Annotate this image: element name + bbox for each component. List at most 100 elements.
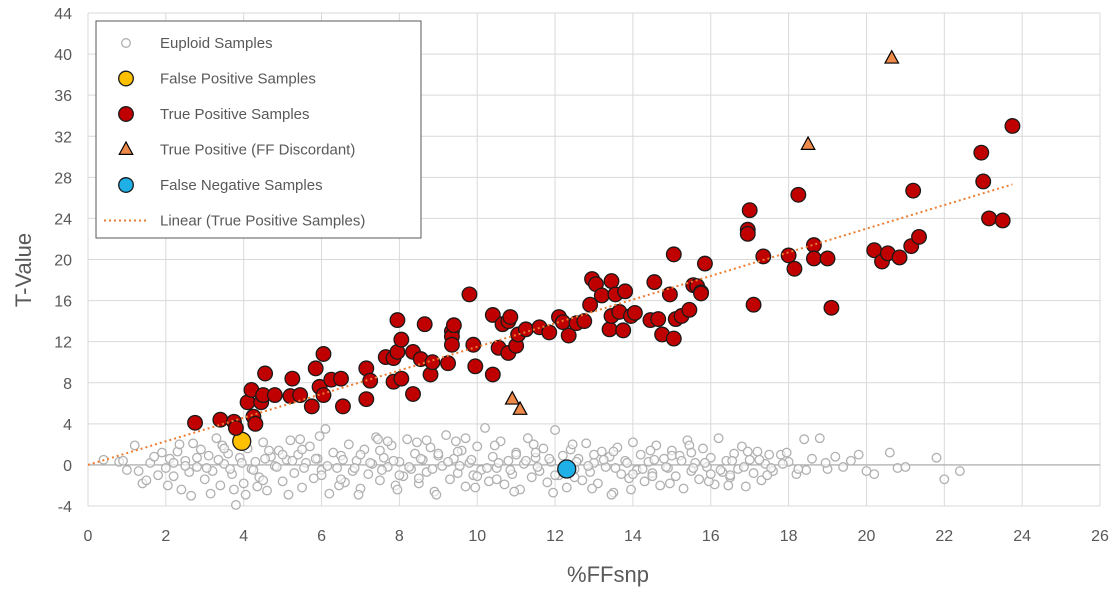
euploid-point xyxy=(542,477,553,488)
ff_discordant-point xyxy=(800,135,816,150)
euploid-point xyxy=(491,474,502,485)
euploid-point xyxy=(635,449,646,460)
euploid-point xyxy=(520,455,531,466)
euploid-point xyxy=(188,438,199,449)
legend-item-trendline: Linear (True Positive Samples) xyxy=(104,213,365,230)
euploid-point xyxy=(336,474,346,485)
true_positive-point xyxy=(665,330,682,347)
euploid-point xyxy=(365,457,376,468)
euploid-point xyxy=(404,462,415,472)
euploid-point xyxy=(838,462,849,472)
ff_discordant-point xyxy=(884,49,900,64)
y-tick-label: 32 xyxy=(54,129,72,146)
euploid-point xyxy=(238,478,249,489)
x-tick-label: 10 xyxy=(468,528,486,545)
y-axis-title: T-Value xyxy=(11,233,36,307)
euploid-point xyxy=(470,482,481,493)
euploid-point xyxy=(287,455,298,466)
x-tick-label: 4 xyxy=(239,528,248,545)
legend-label: Euploid Samples xyxy=(160,35,273,52)
euploid-point xyxy=(277,476,288,487)
euploid-point xyxy=(252,481,263,492)
true_positive-point xyxy=(601,321,618,338)
euploid-point xyxy=(213,454,224,465)
y-tick-label: 8 xyxy=(63,376,72,393)
euploid-point xyxy=(199,474,210,485)
euploid-point xyxy=(176,484,187,495)
euploid-point xyxy=(622,457,633,468)
euploid-point xyxy=(764,449,775,460)
euploid-point xyxy=(522,433,533,444)
legend-label: False Positive Samples xyxy=(160,71,316,88)
true_positive-point xyxy=(362,372,379,389)
true_positive-point xyxy=(646,274,663,291)
euploid-point xyxy=(900,462,911,472)
x-tick-label: 14 xyxy=(624,528,642,545)
false_negative-series xyxy=(557,459,577,479)
euploid-point xyxy=(160,463,171,473)
y-tick-label: 36 xyxy=(54,88,72,105)
euploid-point xyxy=(738,462,749,472)
euploid-point xyxy=(793,464,804,474)
true_positive-point xyxy=(467,358,484,375)
euploid-point xyxy=(814,433,825,444)
true_positive-point xyxy=(582,296,599,313)
y-tick-label: 12 xyxy=(54,335,72,352)
true_positive-point xyxy=(650,311,667,328)
true_positive-point xyxy=(755,248,772,265)
euploid-point xyxy=(740,481,751,492)
euploid-point xyxy=(203,450,214,461)
euploid-point xyxy=(229,484,239,495)
euploid-point xyxy=(589,449,599,460)
true_positive-point xyxy=(615,322,632,339)
euploid-point xyxy=(118,455,128,466)
euploid-point xyxy=(219,443,230,454)
euploid-point xyxy=(324,488,335,499)
euploid-point xyxy=(129,440,140,451)
ff_discordant-point xyxy=(504,390,521,405)
euploid-point xyxy=(727,455,738,466)
euploid-point xyxy=(230,500,241,510)
data-points xyxy=(87,49,1021,510)
y-tick-label: 20 xyxy=(54,253,72,270)
euploid-point xyxy=(713,433,724,444)
euploid-point xyxy=(557,450,568,461)
euploid-point xyxy=(598,454,609,465)
true_positive-point xyxy=(891,249,908,266)
true_positive-point xyxy=(424,354,441,371)
euploid-point xyxy=(322,460,333,471)
euploid-point xyxy=(297,482,308,493)
euploid-point xyxy=(431,489,442,500)
euploid-point xyxy=(394,470,405,481)
true_positive-point xyxy=(303,398,320,415)
euploid-point xyxy=(587,483,598,494)
euploid-point xyxy=(752,446,763,457)
euploid-point xyxy=(285,435,296,446)
euploid-point xyxy=(402,434,413,445)
true_positive-point xyxy=(227,419,244,436)
euploid-point xyxy=(211,433,222,444)
legend: Euploid Samples False Positive Samples Tru… xyxy=(95,20,422,239)
euploid-point xyxy=(781,447,792,458)
euploid-point xyxy=(608,446,619,457)
euploid-point xyxy=(742,446,753,457)
euploid-series xyxy=(98,422,965,510)
euploid-point xyxy=(332,463,343,473)
true_positive-point xyxy=(905,182,922,199)
true_positive-point xyxy=(284,370,301,387)
true_positive-point xyxy=(443,336,460,353)
euploid-point xyxy=(314,431,325,442)
euploid-point xyxy=(392,484,403,495)
true_positive-point xyxy=(617,283,634,300)
true_positive-point xyxy=(484,366,501,383)
legend-item-false_positive: False Positive Samples xyxy=(118,71,316,88)
true_positive-point xyxy=(819,250,836,267)
true_positive-point xyxy=(994,212,1011,229)
euploid-point xyxy=(509,486,520,497)
x-tick-label: 0 xyxy=(84,528,93,545)
x-tick-label: 8 xyxy=(395,528,404,545)
euploid-point xyxy=(443,456,453,467)
false_negative-point xyxy=(557,459,577,479)
euploid-point xyxy=(337,454,348,465)
true_positive-point xyxy=(465,336,482,353)
